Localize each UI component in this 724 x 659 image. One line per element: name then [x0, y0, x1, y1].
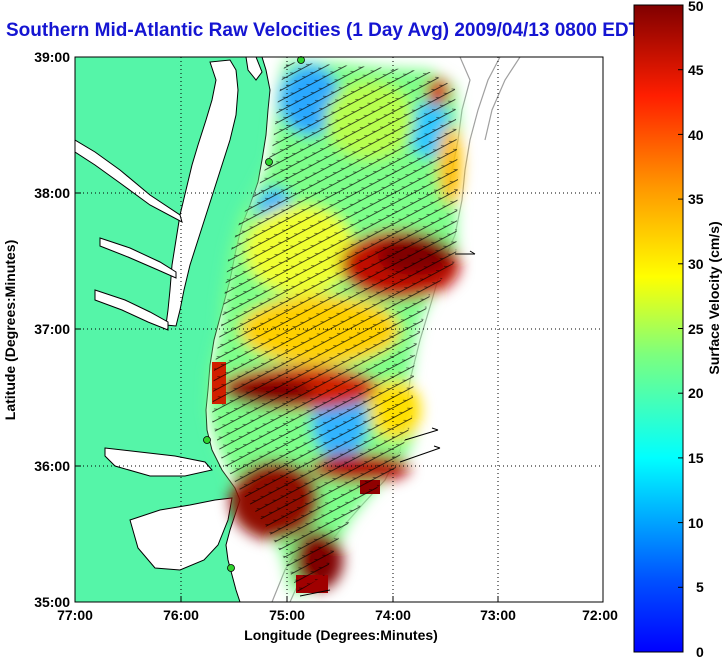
york-james-rivers	[94, 289, 169, 331]
radar-site-marker	[265, 158, 273, 166]
colorbar-tick-label: 40	[688, 127, 704, 143]
delaware-bay	[245, 57, 263, 81]
colorbar-tick-label: 35	[688, 191, 704, 207]
y-tick-label: 36:00	[34, 458, 70, 474]
colorbar	[633, 4, 684, 653]
x-tick-label: 76:00	[163, 607, 199, 623]
x-axis-label: Longitude (Degrees:Minutes)	[244, 627, 438, 643]
x-tick-label: 72:00	[582, 607, 618, 623]
chesapeake-bay	[165, 59, 239, 327]
colorbar-tick-label: 10	[688, 515, 704, 531]
y-tick-label: 35:00	[34, 594, 70, 610]
colorbar-tick-marks	[678, 69, 683, 588]
x-tick-label: 75:00	[269, 607, 305, 623]
colorbar-tick-label: 15	[688, 450, 704, 466]
albemarle-sound	[104, 447, 213, 477]
radar-site-marker	[227, 564, 235, 572]
outlying-vectors	[299, 250, 476, 597]
potomac-river	[75, 139, 183, 223]
colorbar-tick-label: 0	[696, 644, 704, 659]
colorbar-tick-label: 25	[688, 321, 704, 337]
colorbar-tick-label: 20	[688, 385, 704, 401]
x-tick-label: 73:00	[480, 607, 516, 623]
radar-sites	[203, 56, 305, 572]
y-tick-label: 37:00	[34, 321, 70, 337]
rappahannock-river	[99, 237, 177, 279]
velocity-vectors	[212, 62, 458, 592]
colorbar-tick-label: 45	[688, 62, 704, 78]
radar-site-marker	[297, 56, 305, 64]
colorbar-tick-label: 50	[688, 0, 704, 14]
velocity-field	[208, 60, 476, 597]
radar-site-marker	[203, 436, 211, 444]
y-axis-label: Latitude (Degrees:Minutes)	[2, 240, 18, 420]
y-tick-label: 39:00	[34, 49, 70, 65]
colorbar-tick-label: 5	[696, 579, 704, 595]
tick-marks	[74, 56, 604, 603]
x-tick-label: 77:00	[57, 607, 93, 623]
colorbar-label: Surface Velocity (cm/s)	[706, 221, 722, 374]
y-tick-label: 38:00	[34, 185, 70, 201]
x-tick-label: 74:00	[375, 607, 411, 623]
map-title: Southern Mid-Atlantic Raw Velocities (1 …	[6, 20, 641, 41]
colorbar-tick-label: 30	[688, 256, 704, 272]
map-grid	[75, 57, 603, 602]
